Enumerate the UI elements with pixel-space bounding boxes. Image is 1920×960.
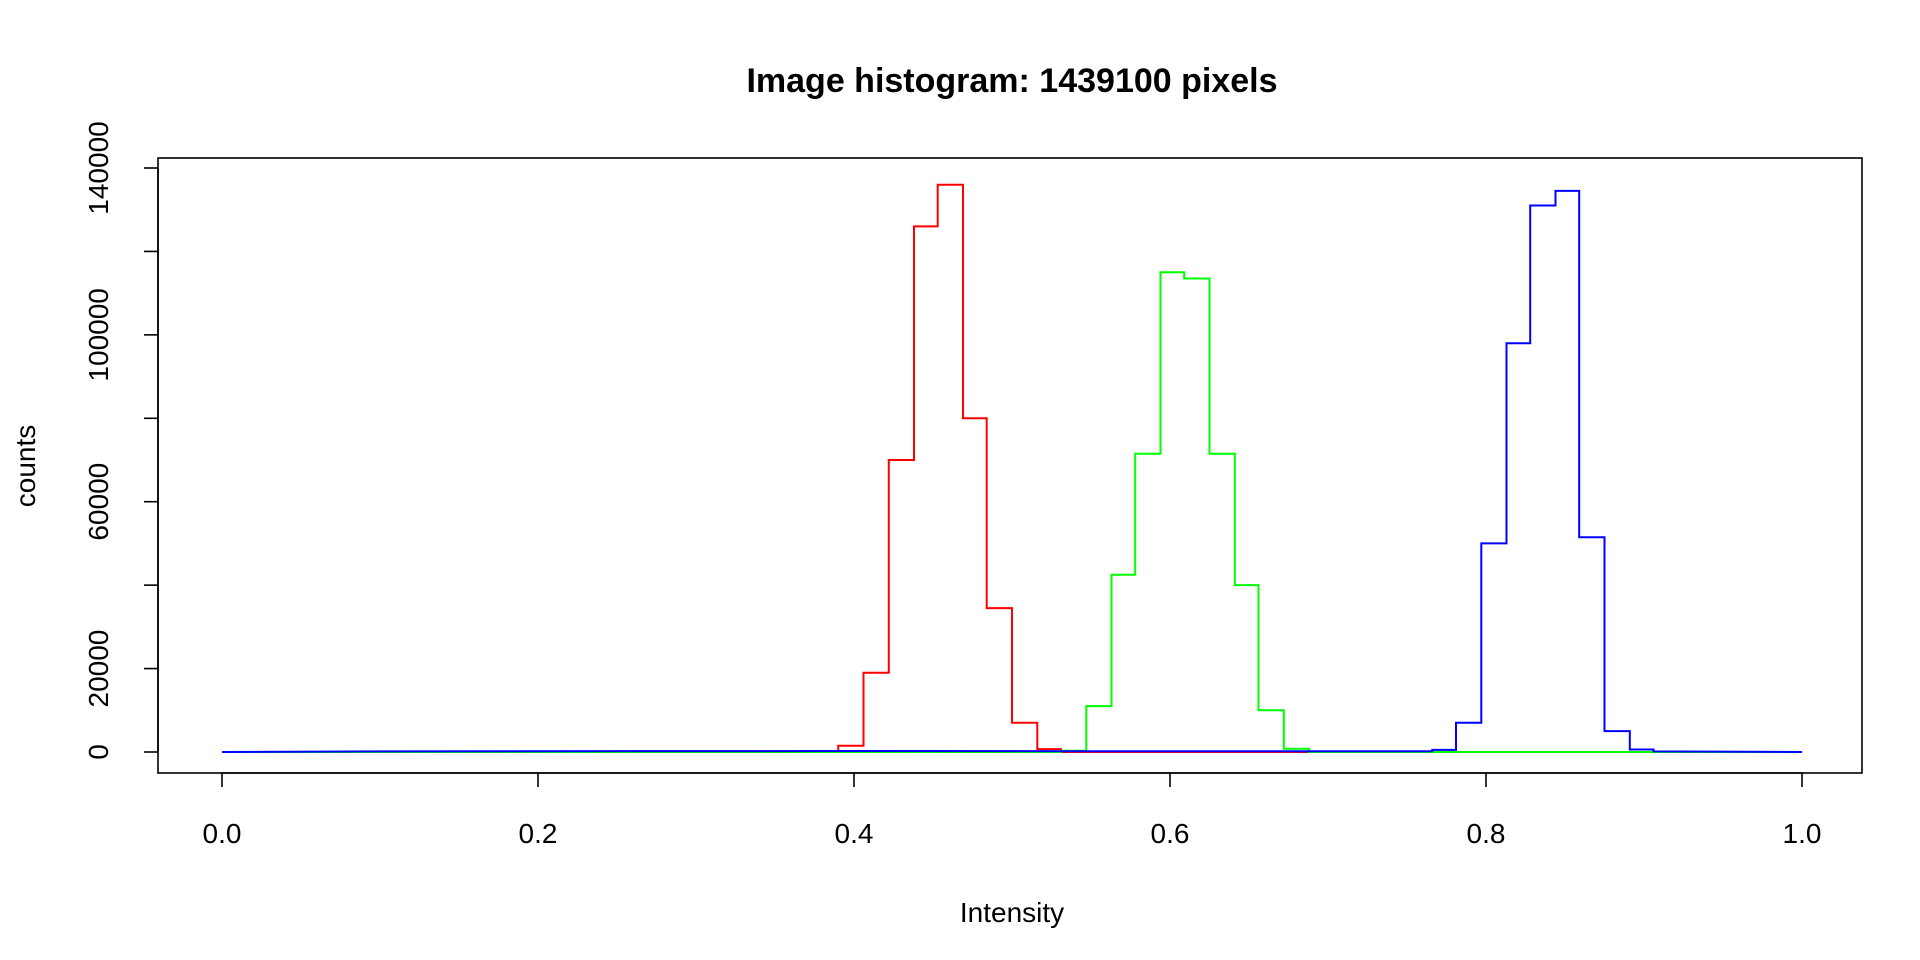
histogram-series-1 [222, 183, 1802, 753]
x-tick-label: 0.0 [203, 818, 242, 849]
y-tick-label: 140000 [83, 121, 114, 214]
y-tick-label: 60000 [83, 463, 114, 541]
histogram-series-3 [221, 189, 1803, 753]
x-tick-label: 0.4 [835, 818, 874, 849]
x-tick-label: 0.6 [1151, 818, 1190, 849]
x-tick-label: 0.2 [519, 818, 558, 849]
x-axis-label: Intensity [960, 897, 1064, 928]
x-axis: 0.0 0.2 0.4 0.6 0.8 1.0 [203, 772, 1822, 849]
y-tick-label: 0 [83, 744, 114, 760]
x-tick-label: 0.8 [1467, 818, 1506, 849]
histogram-series-2 [222, 271, 1802, 753]
y-tick-label: 100000 [83, 288, 114, 381]
y-tick-label: 20000 [83, 630, 114, 708]
y-axis-label: counts [10, 425, 41, 508]
y-axis: 0 20000 60000 100000 140000 [83, 121, 159, 760]
chart-title: Image histogram: 1439100 pixels [746, 62, 1277, 100]
plot-frame [157, 157, 1863, 774]
series-layer [221, 183, 1803, 753]
x-tick-label: 1.0 [1783, 818, 1822, 849]
